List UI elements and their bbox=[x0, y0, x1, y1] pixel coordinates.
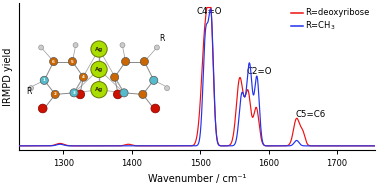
Text: C2=O: C2=O bbox=[247, 67, 272, 76]
Text: C5=C6: C5=C6 bbox=[296, 110, 326, 119]
X-axis label: Wavenumber / cm⁻¹: Wavenumber / cm⁻¹ bbox=[147, 174, 246, 183]
Text: C4=O: C4=O bbox=[196, 7, 222, 16]
Y-axis label: IRMPD yield: IRMPD yield bbox=[3, 47, 14, 106]
Legend: R=deoxyribose, R=CH$_3$: R=deoxyribose, R=CH$_3$ bbox=[290, 8, 370, 33]
